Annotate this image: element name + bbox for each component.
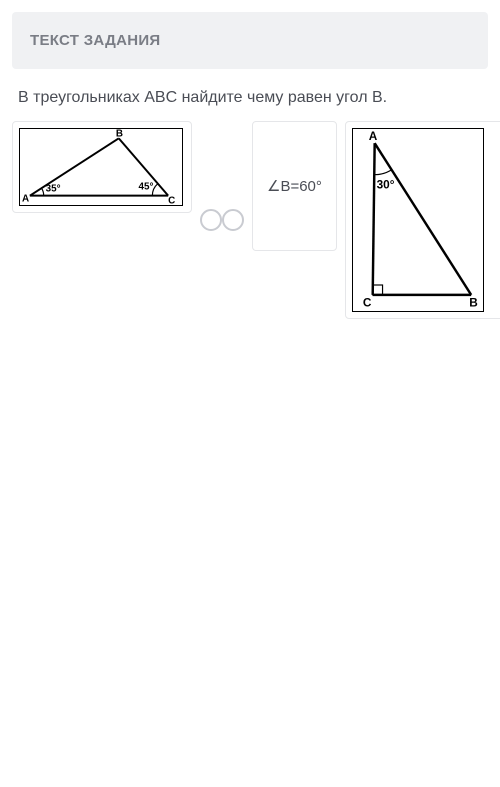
- task-header-title: ТЕКСТ ЗАДАНИЯ: [30, 32, 470, 49]
- svg-text:45°: 45°: [139, 182, 154, 193]
- match-row: 30°ABC∠B=40°: [345, 121, 500, 319]
- task-header-panel: ТЕКСТ ЗАДАНИЯ: [12, 12, 488, 69]
- triangle-cell: 35° 45° A B C: [12, 121, 192, 319]
- triangle-card[interactable]: 35° 45° A B C: [12, 121, 192, 213]
- question-text: В треугольниках ABC найдите чему равен у…: [0, 69, 500, 121]
- match-row: 35° 45° A B C ∠B=60°: [12, 121, 337, 319]
- svg-text:C: C: [363, 296, 372, 310]
- matching-area: 35°45°ABC∠B=60°30°ABC∠B=40°70°ABC∠B=100°: [0, 121, 500, 339]
- svg-text:B: B: [116, 129, 123, 140]
- answer-card[interactable]: ∠B=60°: [252, 121, 337, 251]
- svg-text:B: B: [469, 296, 478, 310]
- triangle-1: 35° 45° A B C: [19, 128, 183, 206]
- answer-cell: ∠B=60°: [252, 121, 337, 319]
- triangle-cell: 30° A B C: [345, 121, 500, 319]
- svg-text:A: A: [369, 130, 378, 144]
- triangle-2: 30° A B C: [352, 128, 484, 312]
- left-radio[interactable]: [200, 209, 222, 231]
- triangle-card[interactable]: 30° A B C: [345, 121, 500, 319]
- svg-text:C: C: [168, 196, 175, 206]
- svg-text:A: A: [22, 194, 29, 205]
- svg-text:35°: 35°: [46, 184, 61, 195]
- svg-text:30°: 30°: [377, 178, 395, 192]
- answer-text: ∠B=60°: [267, 177, 322, 195]
- right-radio[interactable]: [222, 209, 244, 231]
